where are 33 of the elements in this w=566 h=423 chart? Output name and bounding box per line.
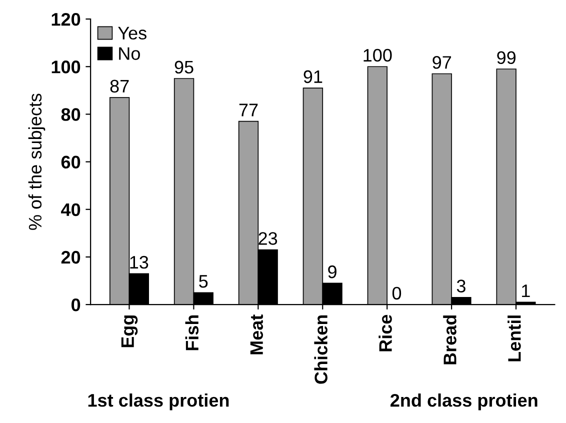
y-tick-label: 100 <box>52 60 80 74</box>
x-tick-label: Fish <box>185 315 199 350</box>
x-tick-label: Lentil <box>508 316 521 362</box>
text: 1st class protien <box>88 393 229 410</box>
y-tick-label: 80 <box>61 108 80 121</box>
x-tick-label: Bread <box>443 315 456 364</box>
data-label: 13 <box>130 256 148 269</box>
data-label: 5 <box>199 275 208 288</box>
x-tick-label: Egg <box>121 315 138 348</box>
data-label: 87 <box>110 80 129 93</box>
y-tick-label: 120 <box>52 12 80 26</box>
data-label: 23 <box>258 232 278 245</box>
y-axis-title: % of the subjects <box>28 94 46 230</box>
legend-label: No <box>119 47 140 60</box>
text: 2nd class protien <box>390 393 538 410</box>
data-label: 99 <box>497 51 516 64</box>
data-label: 9 <box>328 265 336 278</box>
x-tick-label: Meat <box>250 314 264 354</box>
data-label: 0 <box>392 286 402 300</box>
y-tick-label: 20 <box>61 250 80 264</box>
data-label: 77 <box>239 104 258 116</box>
legend-label: Yes <box>118 26 146 40</box>
y-tick-label: 40 <box>61 203 80 216</box>
y-tick-label: 0 <box>72 298 80 312</box>
x-tick-label: Rice <box>378 314 392 352</box>
y-tick-label: 60 <box>61 156 80 169</box>
x-tick-label: Chicken <box>314 315 328 384</box>
data-label: 97 <box>432 56 452 69</box>
data-label: 95 <box>174 60 194 74</box>
data-label: 1 <box>522 284 530 298</box>
data-label: 100 <box>364 48 392 62</box>
data-label: 3 <box>456 280 466 292</box>
data-label: 91 <box>304 70 322 84</box>
